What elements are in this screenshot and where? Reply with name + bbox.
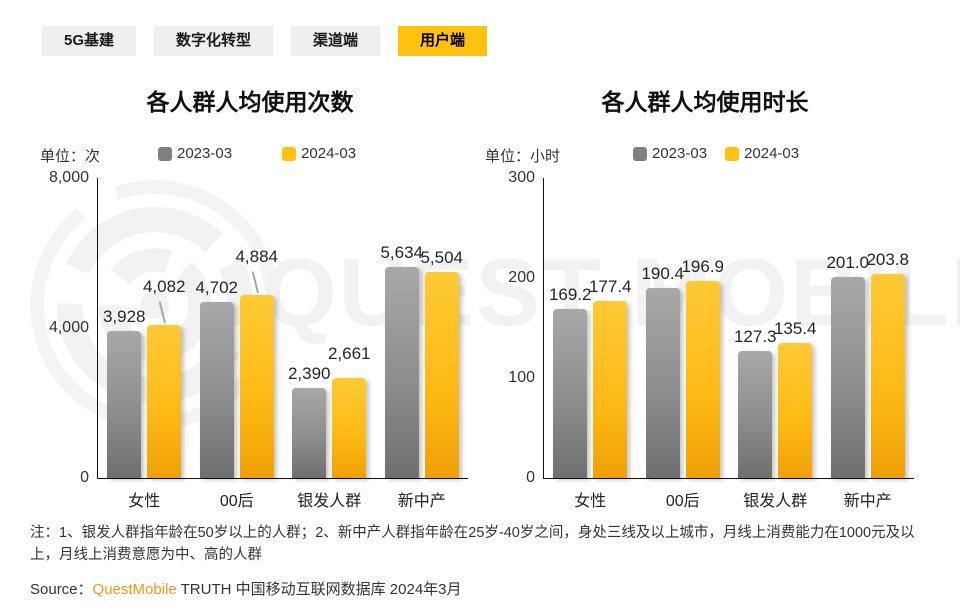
y-axis-tick-label: 0: [80, 469, 89, 486]
bar-group: 2,390 2,661: [283, 178, 376, 478]
x-axis-category-label: 新中产: [397, 493, 446, 510]
legend-item-2024: 2024-03: [282, 145, 356, 162]
legend-swatch-gray: [633, 146, 647, 161]
chart-usage-duration: 各人群人均使用时长 单位：小时 2023-03 2024-03 0 100 200 3…: [475, 75, 935, 515]
source-line: Source：QuestMobile TRUTH 中国移动互联网数据库 2024…: [30, 578, 462, 599]
source-label: Source：: [30, 581, 93, 598]
bar-value-label: 5,634: [380, 242, 424, 262]
legend-swatch-yellow: [725, 146, 740, 161]
bar-value-label: 201.0: [826, 253, 870, 272]
bar-2023-03: [384, 266, 419, 478]
bar-group: 3,928 4,082: [98, 178, 191, 478]
bar-2024-03: [870, 274, 905, 478]
bar-2024-03: [778, 342, 813, 478]
legend-item-2024: 2024-03: [725, 145, 799, 162]
bar-value-label: 4,884: [235, 246, 279, 266]
bar-group: 5,634 5,504: [376, 178, 469, 478]
bar-value-label: 203.8: [866, 250, 910, 270]
bar-2024-03: [424, 271, 459, 478]
x-axis-category-label: 新中产: [843, 493, 892, 510]
bar-2024-03: [685, 281, 720, 478]
bar-2023-03: [738, 350, 773, 478]
x-axis-category-label: 00后: [665, 493, 700, 510]
bar-value-label: 5,504: [420, 247, 464, 267]
label-leader-line: [251, 271, 259, 294]
bar-group: 127.3 135.4: [729, 178, 822, 478]
bar-group: 4,702 4,884: [191, 178, 284, 478]
label-leader-line: [158, 301, 166, 324]
legend: 2023-03 2024-03: [158, 145, 356, 162]
legend-label: 2023-03: [652, 145, 708, 162]
chart-title: 各人群人均使用次数: [146, 89, 354, 115]
bar-value-label: 4,702: [195, 277, 239, 297]
legend-item-2023: 2023-03: [633, 145, 707, 162]
bar-2023-03: [830, 277, 865, 478]
tab-digital-transformation[interactable]: 数字化转型: [154, 26, 274, 56]
bar-value-label: 2,661: [327, 344, 371, 364]
y-axis-tick-label: 8,000: [48, 169, 89, 186]
tab-channel-side[interactable]: 渠道端: [291, 26, 381, 56]
plot-area: 0 100 200 300 女性 169.2 177.4 00后 190.4 196.9 银发人群 1…: [508, 169, 915, 510]
legend-label: 2024-03: [744, 145, 800, 162]
bar-2024-03: [593, 300, 628, 478]
bar-value-label: 4,082: [142, 276, 186, 296]
legend-label: 2024-03: [301, 145, 357, 162]
bar-value-label: 2,390: [287, 364, 331, 384]
y-axis-tick-label: 100: [508, 369, 535, 386]
tab-user-side[interactable]: 用户端: [398, 26, 488, 56]
plot-area: 0 4,000 8,000 女性 3,928 4,082 00后 4,702 4,884 银发人群…: [49, 169, 469, 510]
x-axis-category-label: 女性: [574, 493, 607, 510]
footnote: 注：1、银发人群指年龄在50岁以上的人群；2、新中产人群指年龄在25岁-40岁之…: [30, 525, 915, 564]
bar-value-label: 190.4: [641, 263, 685, 283]
y-axis-tick-label: 4,000: [48, 319, 89, 336]
bar-group: 190.4 196.9: [637, 178, 730, 478]
legend-label: 2023-03: [177, 145, 233, 162]
y-axis-tick-label: 0: [526, 469, 535, 486]
chart-usage-count: 各人群人均使用次数 单位：次 2023-03 2024-03 0 4,000 8,0…: [30, 75, 470, 515]
bar-2024-03: [239, 294, 274, 478]
unit-label: 单位：次: [40, 148, 101, 165]
legend-swatch-gray: [158, 146, 172, 161]
bar-value-label: 3,928: [102, 306, 146, 326]
bar-2024-03: [147, 324, 182, 478]
legend: 2023-03 2024-03: [633, 145, 799, 162]
bar-2023-03: [292, 388, 327, 478]
source-brand: QuestMobile: [92, 581, 177, 598]
bar-2023-03: [199, 301, 234, 478]
source-rest: TRUTH 中国移动互联网数据库 2024年3月: [176, 581, 462, 598]
x-axis-category-label: 00后: [219, 493, 254, 510]
bar-value-label: 169.2: [548, 284, 592, 304]
bar-value-label: 196.9: [681, 257, 725, 277]
tab-5g-infrastructure[interactable]: 5G基建: [42, 26, 137, 56]
unit-label: 单位：小时: [485, 148, 561, 165]
tab-bar: 5G基建 数字化转型 渠道端 用户端: [42, 26, 488, 56]
bar-value-label: 177.4: [588, 276, 632, 296]
bar-2023-03: [553, 308, 588, 478]
y-axis-tick-label: 200: [508, 269, 535, 286]
legend-item-2023: 2023-03: [158, 145, 232, 162]
bar-2023-03: [107, 330, 142, 478]
bar-2024-03: [332, 378, 367, 478]
legend-swatch-yellow: [282, 146, 297, 161]
x-axis-category-label: 女性: [128, 493, 161, 510]
bar-value-label: 135.4: [773, 318, 817, 338]
bar-2023-03: [645, 287, 680, 478]
x-axis-category-label: 银发人群: [297, 493, 362, 510]
bar-group: 169.2 177.4: [544, 178, 637, 478]
chart-title: 各人群人均使用时长: [601, 89, 809, 115]
bar-value-label: 127.3: [733, 326, 777, 346]
x-axis-category-label: 银发人群: [743, 493, 808, 510]
bar-group: 201.0 203.8: [822, 178, 915, 478]
y-axis-tick-label: 300: [508, 169, 535, 186]
